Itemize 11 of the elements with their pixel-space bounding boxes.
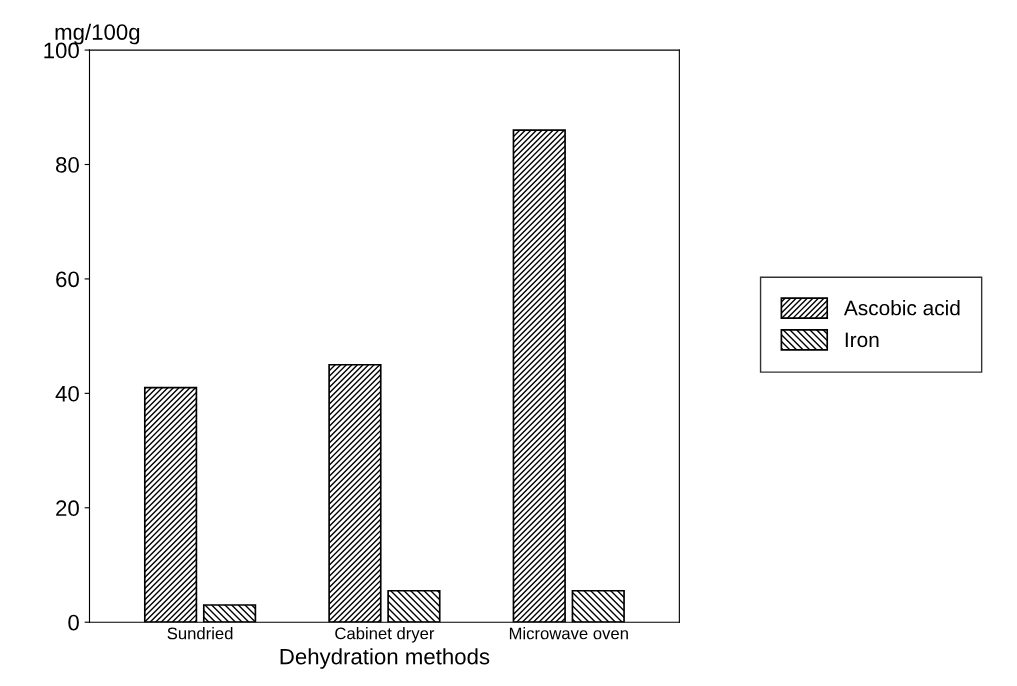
x-axis-title: Dehydration methods [280, 648, 490, 669]
y-tick-label: 0 [68, 614, 79, 631]
x-tick-label: Sundried [167, 627, 233, 640]
legend-label: Iron [845, 332, 879, 348]
x-tick-label: Cabinet dryer [335, 627, 435, 643]
y-tick-label: 80 [56, 157, 79, 173]
y-tick-label: 40 [55, 385, 79, 402]
y-tick-label: 20 [56, 500, 79, 517]
x-tick-label: Microwave oven [509, 627, 628, 640]
legend-label: Ascobic acid [843, 300, 960, 316]
y-tick-label: 60 [56, 271, 79, 288]
